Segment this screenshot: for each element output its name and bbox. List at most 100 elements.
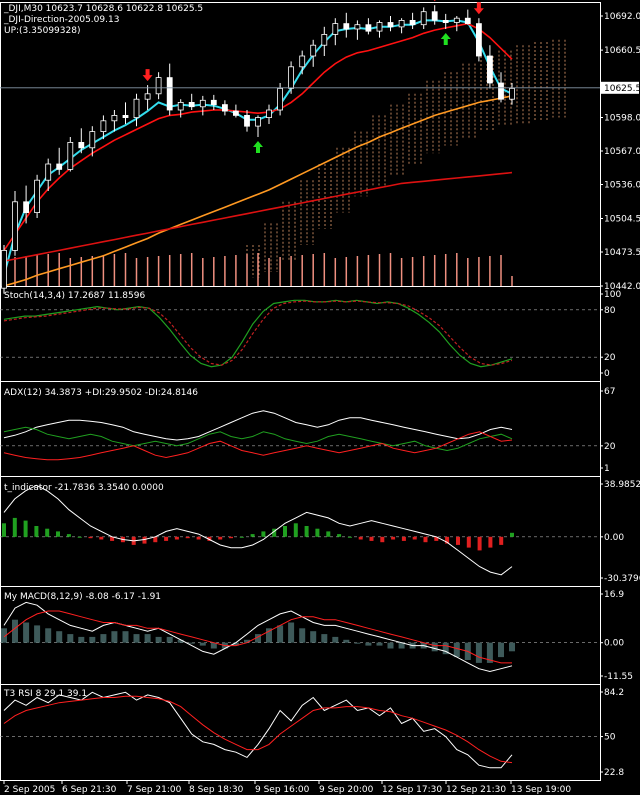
macd-bar-16	[177, 639, 184, 643]
t-indicator-bar-1	[12, 517, 17, 537]
macd-bar-32	[354, 642, 361, 644]
header-indicator-line: _DJI-Direction-2005.09.13	[3, 15, 119, 25]
main-series-3	[3, 171, 513, 262]
macd-bar-5	[56, 631, 63, 643]
t3rsi-main-line	[3, 691, 513, 769]
t-indicator-bar-19	[207, 536, 212, 541]
candle-body-2	[23, 201, 30, 214]
adx-minus-di-line	[3, 431, 513, 461]
candle-body-4	[45, 163, 52, 181]
stoch-tick-3: 0	[604, 369, 610, 379]
macd-bar-36	[398, 642, 405, 649]
t-indicator-bar-38	[412, 536, 417, 540]
t-indicator-line	[3, 484, 513, 576]
stoch-tick-0: 100	[604, 290, 621, 300]
candle-body-30	[332, 23, 339, 35]
macd-bar-33	[365, 642, 372, 646]
macd-bar-9	[100, 634, 107, 643]
candle-body-40	[442, 19, 449, 23]
candle-body-19	[210, 99, 217, 106]
macd-bar-31	[343, 639, 350, 643]
t-indicator-bar-2	[23, 520, 28, 537]
t-indicator-bar-18	[196, 536, 201, 540]
t-indicator-bar-5	[56, 531, 60, 537]
x-tick-0: 2 Sep 2005	[4, 785, 55, 795]
signal-arrow-down-2	[433, 0, 436, 2]
t-indicator-bar-37	[401, 536, 406, 541]
candle-body-16	[177, 102, 184, 111]
t-indicator-panel-frame	[0, 476, 601, 587]
x-tick-4: 9 Sep 16:00	[255, 785, 310, 795]
t-indicator-bar-0	[2, 523, 6, 537]
t3rsi-signal-line	[3, 695, 513, 764]
macd-bar-19	[210, 642, 217, 649]
macd-bar-46	[509, 642, 515, 652]
x-tick-7: 12 Sep 21:30	[446, 785, 506, 795]
candle-body-24	[266, 109, 272, 118]
header-symbol-line: _DJI,M30 10623.7 10628.6 10622.8 10625.5	[3, 4, 203, 14]
t-indicator-bar-16	[174, 536, 179, 540]
t-indicator-bar-13	[142, 536, 147, 544]
t-indicator-bar-10	[110, 536, 115, 541]
t-indicator-bar-42	[456, 536, 460, 545]
t-indicator-tick-0: 38.9852	[604, 480, 640, 490]
main-tick-3: 10598.0	[604, 114, 640, 124]
macd-label: My MACD(8,12,9) -8.08 -6.17 -1.91	[4, 592, 161, 602]
t-indicator-bar-36	[391, 536, 396, 540]
t-indicator-tick-1: 0.00	[604, 533, 624, 543]
adx-plus-di-line	[3, 426, 513, 452]
candle-body-42	[464, 17, 471, 25]
t-indicator-bar-30	[326, 531, 331, 537]
macd-bar-4	[45, 628, 52, 643]
candle-body-33	[365, 24, 372, 32]
t-indicator-label: t_indicator -21.7836 3.3540 0.0000	[4, 483, 164, 493]
panel-frames	[0, 2, 601, 781]
candle-body-20	[221, 104, 228, 112]
macd-tick-0: 16.9	[604, 590, 624, 600]
t3rsi-tick-1: 50	[604, 733, 616, 743]
t-indicator-bar-40	[434, 536, 439, 541]
macd-bar-3	[34, 625, 41, 643]
x-tick-1: 6 Sep 21:30	[62, 785, 117, 795]
signal-arrow-down-0	[142, 69, 153, 82]
macd-bar-22	[244, 639, 250, 643]
t-indicator-bar-25	[272, 528, 277, 537]
macd-bar-1	[12, 619, 18, 643]
candle-body-9	[100, 120, 107, 133]
t-indicator-bar-17	[185, 536, 190, 539]
macd-bar-21	[232, 642, 239, 646]
macd-bar-23	[255, 634, 261, 643]
t-indicator-bar-15	[164, 536, 169, 541]
main-tick-6: 10504.5	[604, 215, 640, 225]
macd-bar-35	[387, 642, 394, 649]
t-indicator-bar-27	[293, 523, 298, 537]
t-indicator-bar-47	[510, 532, 514, 537]
candle-body-0	[1, 249, 7, 289]
stoch-signal-line	[3, 300, 513, 366]
candle-body-6	[67, 141, 74, 170]
main-tick-1: 10660.5	[604, 46, 640, 56]
macd-bar-27	[299, 628, 306, 643]
t3rsi-panel-frame	[0, 684, 601, 781]
candle-body-23	[255, 117, 261, 127]
candle-body-7	[78, 141, 85, 149]
adx-tick-1: 20	[604, 442, 616, 452]
macd-bar-39	[431, 642, 438, 652]
t-indicator-bar-22	[239, 536, 244, 538]
macd-bar-10	[111, 631, 118, 643]
signal-arrow-down-4	[473, 2, 484, 15]
stoch-tick-2: 20	[604, 353, 616, 363]
macd-bar-34	[376, 642, 383, 646]
candle-body-26	[288, 66, 295, 89]
t-indicator-bar-31	[337, 534, 342, 537]
t-indicator-bar-20	[218, 536, 223, 540]
t-indicator-bar-35	[380, 536, 385, 543]
main-tick-8: 10442.0	[604, 282, 640, 292]
candle-body-10	[111, 115, 118, 122]
t-indicator-bar-21	[229, 536, 233, 539]
t-indicator-bar-45	[488, 536, 493, 548]
t-indicator-bar-6	[66, 534, 71, 537]
macd-bar-43	[475, 642, 482, 663]
